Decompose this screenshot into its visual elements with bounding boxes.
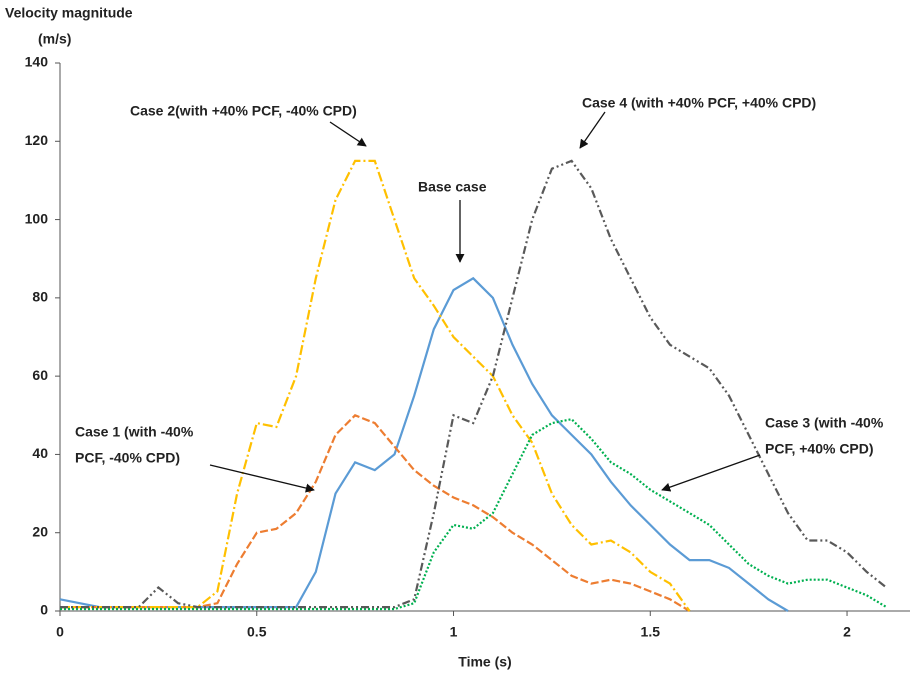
annotation: Case 4 (with +40% PCF, +40% CPD) <box>582 95 816 111</box>
y-tick-label: 120 <box>25 132 49 148</box>
annotation: Case 3 (with -40% <box>765 415 884 431</box>
annotation-arrow <box>209 464 315 493</box>
annotation-arrow <box>329 121 367 147</box>
x-tick-label: 0 <box>56 624 64 640</box>
annotation: Case 2(with +40% PCF, -40% CPD) <box>130 103 357 119</box>
y-tick-label: 40 <box>32 445 48 461</box>
y-tick-label: 100 <box>25 210 49 226</box>
y-tick-label: 0 <box>40 602 48 618</box>
x-tick-label: 2 <box>843 624 851 640</box>
y-tick-label: 80 <box>32 289 48 305</box>
series-line <box>60 159 888 609</box>
series-line <box>60 159 691 612</box>
y-tick-label: 140 <box>25 54 49 70</box>
y-axis-title: (m/s) <box>38 31 71 47</box>
x-tick-label: 0.5 <box>247 624 267 640</box>
y-tick-label: 60 <box>32 367 48 383</box>
annotation: Case 1 (with -40% <box>75 424 194 440</box>
annotation-arrow <box>579 111 606 149</box>
x-axis-title: Time (s) <box>458 654 511 670</box>
series-line <box>59 276 789 612</box>
annotation: Base case <box>418 179 487 195</box>
series-line <box>60 418 887 611</box>
annotation-arrow <box>661 454 761 492</box>
x-tick-label: 1.5 <box>641 624 661 640</box>
y-axis-title: Velocity magnitude <box>5 5 133 21</box>
annotation: PCF, -40% CPD) <box>75 450 180 466</box>
annotation: PCF, +40% CPD) <box>765 441 874 457</box>
y-tick-label: 20 <box>32 523 48 539</box>
x-tick-label: 1 <box>450 624 458 640</box>
